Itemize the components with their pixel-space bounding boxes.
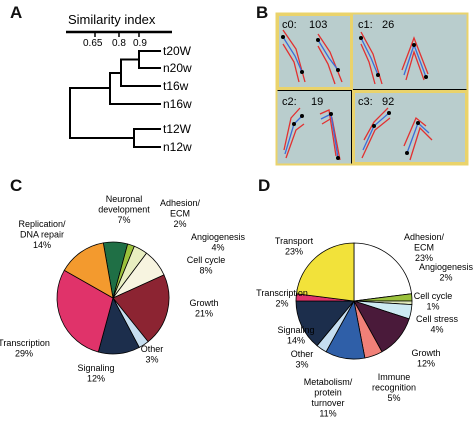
pie-slice <box>63 242 114 299</box>
pie-slice-label: Cell cycle 8% <box>187 255 226 276</box>
cluster-profile-markers <box>281 35 428 160</box>
pie-slice-label: Growth 21% <box>189 298 218 319</box>
pie-slice <box>112 274 170 343</box>
panel-a-letter: A <box>10 3 23 22</box>
pie-slice-label: Immune recognition 5% <box>372 372 416 403</box>
cluster-c2-id: c2: <box>282 96 297 108</box>
pie-slice <box>296 242 355 302</box>
pie-slice-label: Replication/DNA repair 14% <box>18 219 66 250</box>
pie-slice-label: Other 3% <box>141 344 164 365</box>
dendrogram-leaf-label: t16w <box>163 79 189 93</box>
pie-slice-label: Adhesion/ECM 23% <box>404 232 445 263</box>
dendrogram-branches <box>69 50 161 148</box>
pie-slice-label: Transcription 29% <box>0 338 50 359</box>
pie-slice-label: Transport 23% <box>275 236 314 257</box>
cluster-c0-count: 103 <box>309 19 327 31</box>
dendrogram-leaf-label: n16w <box>163 97 192 111</box>
pie-slice-label: Cell stress 4% <box>416 314 459 335</box>
axis-tick-label: 0.9 <box>133 38 147 49</box>
cluster-c0-id: c0: <box>282 19 297 31</box>
dendrogram-leaf-label: t12W <box>163 122 192 136</box>
pie-slice-label: Transcription 2% <box>256 288 308 309</box>
cluster-c1-profiles <box>360 31 429 85</box>
cluster-c3-count: 92 <box>382 96 394 108</box>
pie-slice-label: Angiogenesis 4% <box>191 232 246 253</box>
cluster-c3-profiles <box>361 107 433 161</box>
pie-slice-label: Growth 12% <box>411 348 440 369</box>
cluster-grid-border <box>275 12 469 166</box>
cluster-c3-id: c3: <box>358 96 373 108</box>
pie-slice <box>56 269 114 353</box>
pie-slice-label: Adhesion/ECM 2% <box>160 198 201 229</box>
axis-tick-label: 0.8 <box>112 38 126 49</box>
axis-tick-label: 0.65 <box>83 38 103 49</box>
pie-slice-label: Cell cycle 1% <box>414 291 453 312</box>
dendrogram-leaf-label: n12w <box>163 140 192 154</box>
cluster-c2-count: 19 <box>311 96 323 108</box>
dendrogram-leaf-label: n20w <box>163 61 192 75</box>
pie-slice-label: Other 3% <box>291 349 314 370</box>
panel-c-letter: C <box>10 176 23 195</box>
cluster-c1-count: 26 <box>382 19 394 31</box>
pie-slice-label: Angiogenesis 2% <box>419 262 474 283</box>
similarity-axis-title: Similarity index <box>68 12 156 27</box>
pie-slice-label: Metabolism/protein turnover 11% <box>304 377 353 419</box>
pie-slice-label: Neuronal development 7% <box>98 194 150 225</box>
panel-b-letter: B <box>256 3 269 22</box>
pie-slice <box>295 300 355 347</box>
pie-slice-label: Signaling 12% <box>77 363 114 384</box>
panel-d-letter: D <box>258 176 271 195</box>
dendrogram-leaf-label: t20W <box>163 44 192 58</box>
pie-slice-label: Signaling 14% <box>277 325 314 346</box>
pie-slice <box>353 242 412 302</box>
cluster-c1-id: c1: <box>358 19 373 31</box>
